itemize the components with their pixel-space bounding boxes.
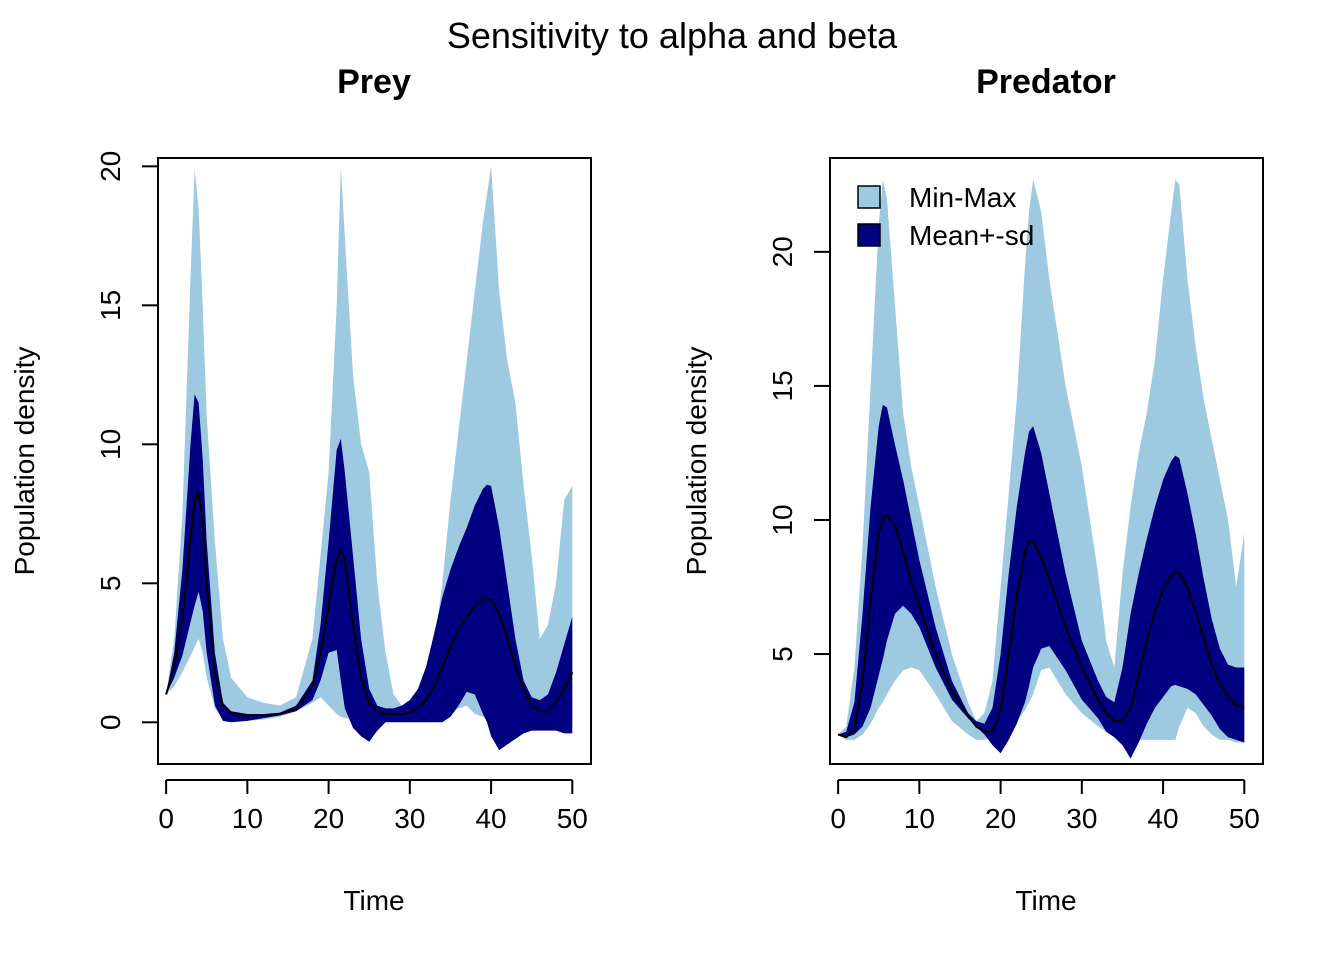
prey-x-tick-label: 40 xyxy=(475,803,506,834)
prey-x-axis-label: Time xyxy=(343,885,404,916)
predator-y-tick-label: 5 xyxy=(767,646,798,662)
prey-panel: Prey 0 10 20 30 40 50 0 5 10 15 20 Time Populatio… xyxy=(9,63,592,916)
prey-x-tick-label: 10 xyxy=(232,803,263,834)
predator-x-tick-label: 50 xyxy=(1229,803,1260,834)
prey-y-axis: 0 5 10 15 20 xyxy=(95,151,159,731)
prey-x-tick-label: 30 xyxy=(394,803,425,834)
predator-x-axis-label: Time xyxy=(1015,885,1076,916)
predator-sd-band xyxy=(838,404,1245,759)
predator-panel: Predator 0 10 20 30 40 50 5 10 15 20 Time Popula… xyxy=(681,63,1264,916)
prey-y-axis-label: Population density xyxy=(9,347,40,576)
legend-label-minmax: Min-Max xyxy=(909,182,1016,213)
legend-swatch-minmax xyxy=(857,185,881,209)
legend: Min-Max Mean+-sd xyxy=(857,182,1034,251)
predator-y-axis-label: Population density xyxy=(681,347,712,576)
prey-sd-band xyxy=(166,394,573,751)
predator-x-tick-label: 40 xyxy=(1147,803,1178,834)
prey-x-axis: 0 10 20 30 40 50 xyxy=(158,779,588,834)
prey-y-tick-label: 15 xyxy=(95,290,126,321)
prey-x-tick-label: 20 xyxy=(313,803,344,834)
prey-sd-band-layer xyxy=(166,394,573,751)
predator-panel-title: Predator xyxy=(976,63,1116,101)
predator-x-tick-label: 10 xyxy=(904,803,935,834)
prey-panel-title: Prey xyxy=(337,63,411,101)
predator-x-tick-label: 20 xyxy=(985,803,1016,834)
predator-mean-line-layer xyxy=(837,513,1245,739)
predator-y-axis: 5 10 15 20 xyxy=(767,236,831,662)
prey-y-tick-label: 20 xyxy=(95,151,126,182)
prey-mean-line xyxy=(165,490,574,717)
prey-mean-line-layer xyxy=(165,490,574,717)
predator-y-tick-label: 10 xyxy=(767,504,798,535)
prey-y-tick-label: 0 xyxy=(95,715,126,731)
predator-x-tick-label: 0 xyxy=(830,803,846,834)
legend-swatch-sd xyxy=(857,223,881,247)
predator-x-axis: 0 10 20 30 40 50 xyxy=(830,779,1260,834)
predator-mean-line xyxy=(837,513,1245,739)
predator-x-tick-label: 30 xyxy=(1066,803,1097,834)
prey-x-tick-label: 0 xyxy=(158,803,174,834)
figure-title: Sensitivity to alpha and beta xyxy=(447,15,898,56)
predator-y-tick-label: 15 xyxy=(767,370,798,401)
predator-y-tick-label: 20 xyxy=(767,236,798,267)
prey-y-tick-label: 5 xyxy=(95,576,126,592)
predator-sd-band-layer xyxy=(838,404,1245,759)
prey-y-tick-label: 10 xyxy=(95,429,126,460)
legend-label-sd: Mean+-sd xyxy=(909,220,1034,251)
prey-x-tick-label: 50 xyxy=(557,803,588,834)
